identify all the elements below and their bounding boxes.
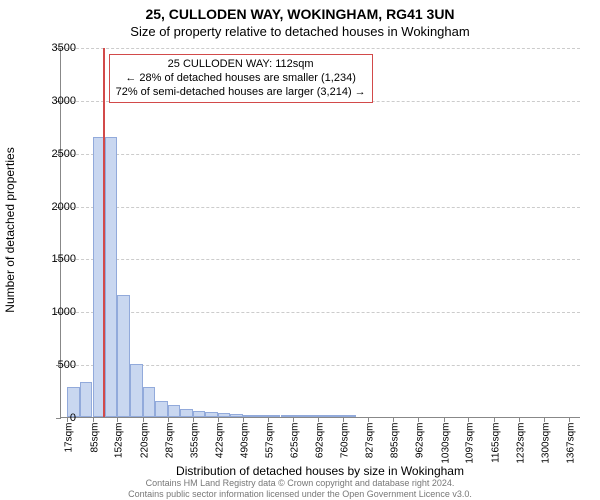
x-tick-label: 1232sqm — [515, 423, 526, 465]
x-tick — [93, 417, 94, 422]
x-tick-label: 85sqm — [89, 423, 100, 465]
histogram-bar — [230, 414, 243, 417]
histogram-bar — [318, 415, 331, 417]
gridline — [61, 259, 580, 260]
x-tick — [343, 417, 344, 422]
x-tick-label: 422sqm — [214, 423, 225, 465]
x-tick — [468, 417, 469, 422]
y-tick-label: 500 — [36, 359, 76, 371]
chart-title-address: 25, CULLODEN WAY, WOKINGHAM, RG41 3UN — [0, 6, 600, 22]
x-tick — [444, 417, 445, 422]
x-tick — [268, 417, 269, 422]
histogram-bar — [143, 387, 156, 417]
histogram-bar — [168, 405, 181, 417]
x-tick-label: 220sqm — [139, 423, 150, 465]
x-tick — [117, 417, 118, 422]
x-axis-label: Distribution of detached houses by size … — [60, 464, 580, 478]
x-tick — [243, 417, 244, 422]
property-marker-line — [103, 48, 105, 417]
gridline — [61, 48, 580, 49]
x-tick — [393, 417, 394, 422]
x-tick-label: 827sqm — [365, 423, 376, 465]
x-tick-label: 557sqm — [264, 423, 275, 465]
x-tick — [143, 417, 144, 422]
chart-title-sub: Size of property relative to detached ho… — [0, 24, 600, 39]
x-tick — [193, 417, 194, 422]
histogram-bar — [155, 401, 168, 417]
histogram-bar — [281, 415, 294, 417]
annotation-line: 25 CULLODEN WAY: 112sqm — [116, 58, 366, 72]
x-tick-label: 760sqm — [340, 423, 351, 465]
histogram-bar — [105, 137, 118, 417]
chart-footer: Contains HM Land Registry data © Crown c… — [0, 478, 600, 499]
gridline — [61, 207, 580, 208]
x-tick-label: 1367sqm — [565, 423, 576, 465]
x-tick-label: 490sqm — [240, 423, 251, 465]
x-tick-label: 962sqm — [415, 423, 426, 465]
property-size-chart: 25, CULLODEN WAY, WOKINGHAM, RG41 3UN Si… — [0, 0, 600, 500]
x-tick-label: 355sqm — [189, 423, 200, 465]
annotation-line: ← 28% of detached houses are smaller (1,… — [116, 72, 366, 86]
histogram-bar — [306, 415, 319, 417]
annotation-line: 72% of semi-detached houses are larger (… — [116, 86, 366, 100]
x-tick-label: 625sqm — [290, 423, 301, 465]
x-tick-label: 152sqm — [114, 423, 125, 465]
x-tick — [544, 417, 545, 422]
footer-line-1: Contains HM Land Registry data © Crown c… — [0, 478, 600, 488]
histogram-bar — [268, 415, 281, 417]
x-tick-label: 1030sqm — [440, 423, 451, 465]
y-tick-label: 1500 — [36, 253, 76, 265]
footer-line-2: Contains public sector information licen… — [0, 489, 600, 499]
x-tick — [168, 417, 169, 422]
x-tick — [418, 417, 419, 422]
x-tick-label: 1165sqm — [490, 423, 501, 465]
histogram-bar — [205, 412, 218, 417]
gridline — [61, 154, 580, 155]
x-tick-label: 287sqm — [164, 423, 175, 465]
histogram-bar — [343, 415, 356, 417]
y-tick-label: 3000 — [36, 95, 76, 107]
histogram-bar — [218, 413, 231, 417]
histogram-bar — [243, 415, 256, 417]
x-tick — [293, 417, 294, 422]
x-tick-label: 692sqm — [315, 423, 326, 465]
x-tick-label: 1097sqm — [465, 423, 476, 465]
x-tick-label: 895sqm — [390, 423, 401, 465]
histogram-bar — [293, 415, 306, 417]
y-axis-label: Number of detached properties — [3, 147, 17, 312]
histogram-bar — [180, 409, 193, 417]
x-tick-label: 17sqm — [64, 423, 75, 465]
x-tick-label: 1300sqm — [540, 423, 551, 465]
histogram-bar — [117, 295, 130, 417]
plot-area: 25 CULLODEN WAY: 112sqm← 28% of detached… — [60, 48, 580, 418]
gridline — [61, 312, 580, 313]
y-tick-label: 2000 — [36, 201, 76, 213]
x-tick — [569, 417, 570, 422]
y-tick-label: 1000 — [36, 306, 76, 318]
y-tick-label: 2500 — [36, 148, 76, 160]
x-tick — [494, 417, 495, 422]
x-tick — [218, 417, 219, 422]
histogram-bar — [80, 382, 93, 417]
histogram-bar — [256, 415, 269, 417]
x-tick — [318, 417, 319, 422]
x-tick — [368, 417, 369, 422]
histogram-bar — [130, 364, 143, 417]
y-tick-label: 3500 — [36, 42, 76, 54]
histogram-bar — [331, 415, 344, 417]
property-annotation: 25 CULLODEN WAY: 112sqm← 28% of detached… — [109, 54, 373, 103]
x-tick — [519, 417, 520, 422]
histogram-bar — [193, 411, 206, 417]
